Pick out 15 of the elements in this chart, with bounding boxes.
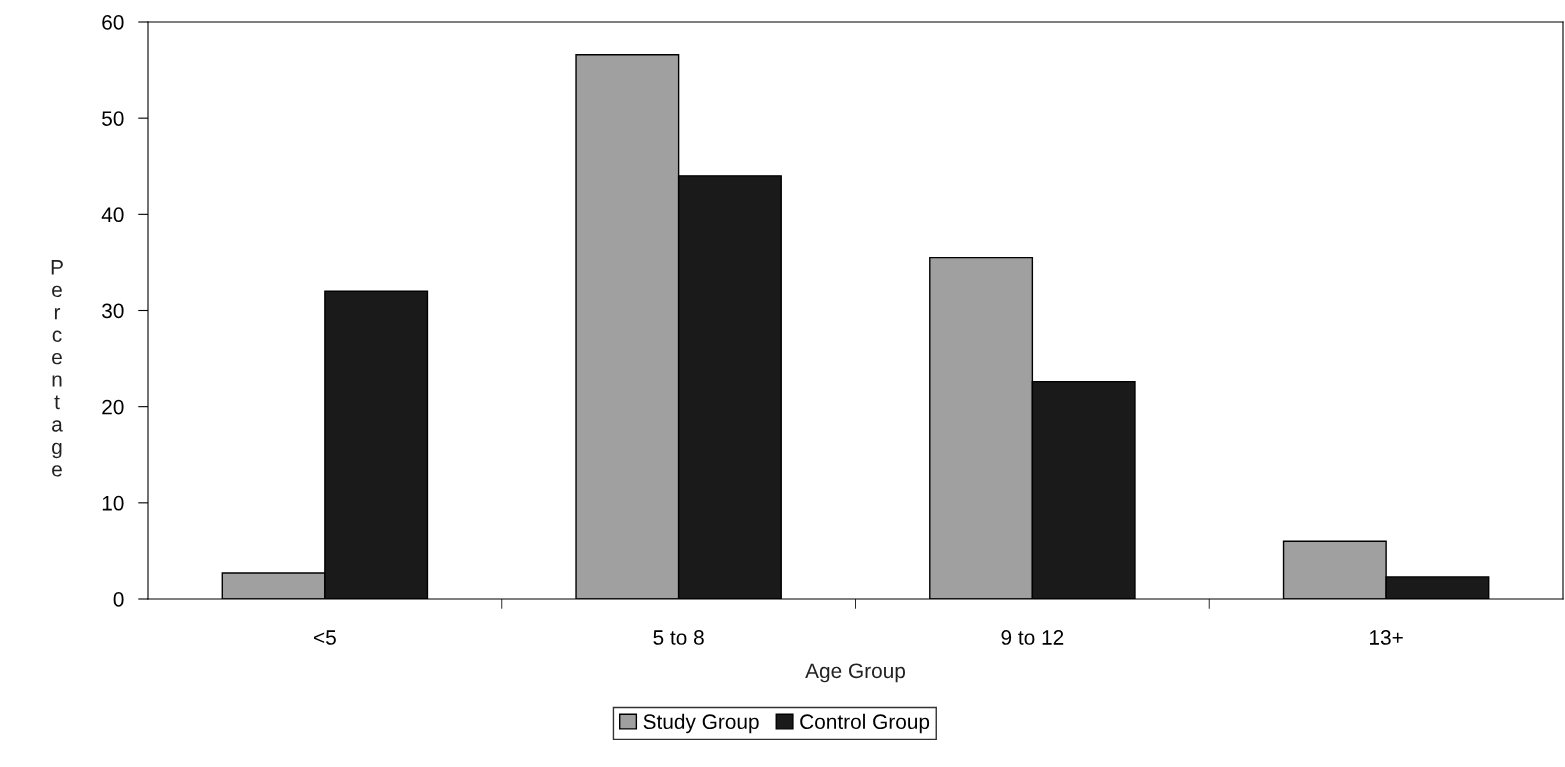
text: Percentage xyxy=(51,260,63,477)
x-tick-label: 13+ xyxy=(1370,630,1403,645)
y-tick-label: 20 xyxy=(102,399,124,415)
y-tick-label: 30 xyxy=(102,303,124,319)
y-tick-label: 60 xyxy=(102,15,124,30)
y-tick-label: 0 xyxy=(113,592,124,607)
x-axis-title: Age Group xyxy=(805,663,906,683)
legend-label: Study Group xyxy=(643,713,759,734)
x-tick-label: 9 to 12 xyxy=(1001,630,1064,645)
y-tick-label: 10 xyxy=(102,495,124,511)
y-tick-label: 40 xyxy=(101,207,124,223)
y-tick-label: 50 xyxy=(102,111,124,126)
x-tick-label: 5 to 8 xyxy=(653,630,704,645)
x-tick-label: <5 xyxy=(314,630,336,645)
legend-label: Control Group xyxy=(800,713,930,734)
